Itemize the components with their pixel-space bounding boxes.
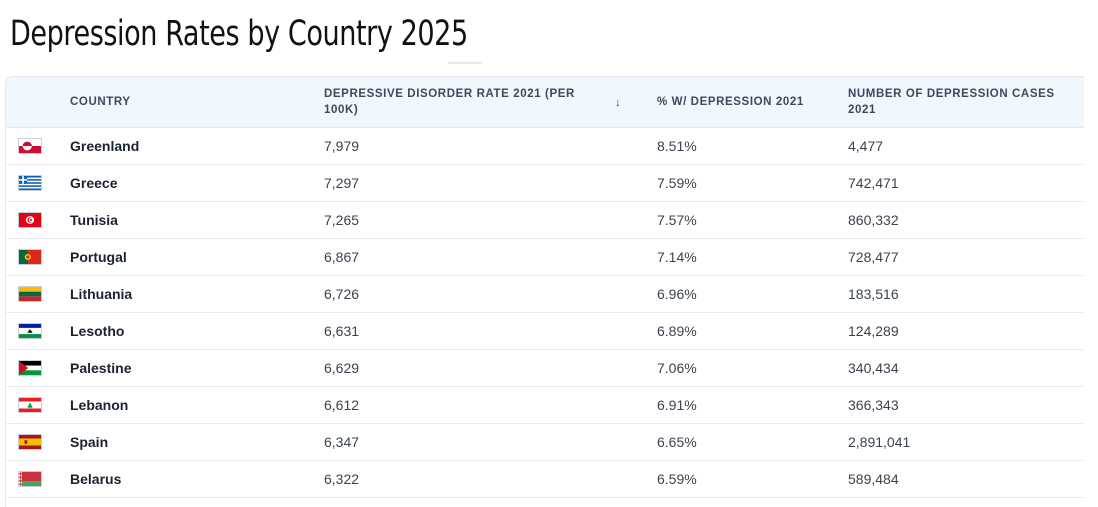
table-row: Tunisia 7,265 7.57% 860,332 [6,202,1084,239]
rate-value: 7,265 [324,212,360,228]
rate-value: 7,297 [324,175,360,191]
percent-value: 6.96% [657,286,697,302]
rate-value: 6,629 [324,360,360,376]
country-name[interactable]: Greece [70,175,118,191]
country-name[interactable]: Tunisia [70,212,118,228]
belarus-flag-icon [18,471,42,487]
rate-value: 7,979 [324,138,360,154]
table-row: Portugal 6,867 7.14% 728,477 [6,239,1084,276]
lebanon-flag-icon [18,397,42,413]
percent-value: 8.51% [657,138,697,154]
country-name[interactable]: Lebanon [70,397,129,413]
rate-value: 6,612 [324,397,360,413]
country-name[interactable]: Greenland [70,138,140,154]
country-name[interactable]: Lesotho [70,323,125,339]
cases-value: 742,471 [848,175,899,191]
column-header-rate[interactable]: DEPRESSIVE DISORDER RATE 2021 (PER 100K) [324,88,575,116]
rate-value: 6,726 [324,286,360,302]
table-row: Spain 6,347 6.65% 2,891,041 [6,424,1084,461]
rate-value: 6,347 [324,434,360,450]
greenland-flag-icon [18,138,42,154]
rate-value: 6,322 [324,471,360,487]
country-name[interactable]: Belarus [70,471,122,487]
cases-value: 860,332 [848,212,899,228]
percent-value: 6.59% [657,471,697,487]
table-header-row: COUNTRY DEPRESSIVE DISORDER RATE 2021 (P… [6,77,1084,128]
lesotho-flag-icon [18,323,42,339]
country-name[interactable]: Portugal [70,249,127,265]
country-name[interactable]: Palestine [70,360,132,376]
table-row: Lebanon 6,612 6.91% 366,343 [6,387,1084,424]
percent-value: 7.14% [657,249,697,265]
arrow-down-icon[interactable]: ↓ [615,95,621,109]
cases-value: 124,289 [848,323,899,339]
percent-value: 7.06% [657,360,697,376]
country-name[interactable]: Lithuania [70,286,133,302]
table-row: Greenland 7,979 8.51% 4,477 [6,128,1084,165]
table-row: Lithuania 6,726 6.96% 183,516 [6,276,1084,313]
table-row: Greece 7,297 7.59% 742,471 [6,165,1084,202]
percent-value: 6.65% [657,434,697,450]
column-header-country[interactable]: COUNTRY [70,96,131,108]
cases-value: 2,891,041 [848,434,911,450]
cases-value: 728,477 [848,249,899,265]
cases-value: 589,484 [848,471,899,487]
greece-flag-icon [18,175,42,191]
palestine-flag-icon [18,360,42,376]
country-name[interactable]: Spain [70,434,109,450]
page-title: Depression Rates by Country 2025 [10,14,468,54]
table-row: Lesotho 6,631 6.89% 124,289 [6,313,1084,350]
cases-value: 340,434 [848,360,899,376]
spain-flag-icon [18,434,42,450]
cases-value: 366,343 [848,397,899,413]
percent-value: 7.59% [657,175,697,191]
table-row: Belarus 6,322 6.59% 589,484 [6,461,1084,498]
rate-value: 6,631 [324,323,360,339]
tunisia-flag-icon [18,212,42,228]
percent-value: 6.89% [657,323,697,339]
lithuania-flag-icon [18,286,42,302]
title-divider [448,62,482,64]
cases-value: 183,516 [848,286,899,302]
depression-rates-table: COUNTRY DEPRESSIVE DISORDER RATE 2021 (P… [5,76,1084,507]
percent-value: 7.57% [657,212,697,228]
column-header-percent[interactable]: % W/ DEPRESSION 2021 [657,96,804,108]
cases-value: 4,477 [848,138,884,154]
rate-value: 6,867 [324,249,360,265]
percent-value: 6.91% [657,397,697,413]
column-header-cases[interactable]: NUMBER OF DEPRESSION CASES 2021 [848,88,1055,116]
portugal-flag-icon [18,249,42,265]
table-row: Palestine 6,629 7.06% 340,434 [6,350,1084,387]
